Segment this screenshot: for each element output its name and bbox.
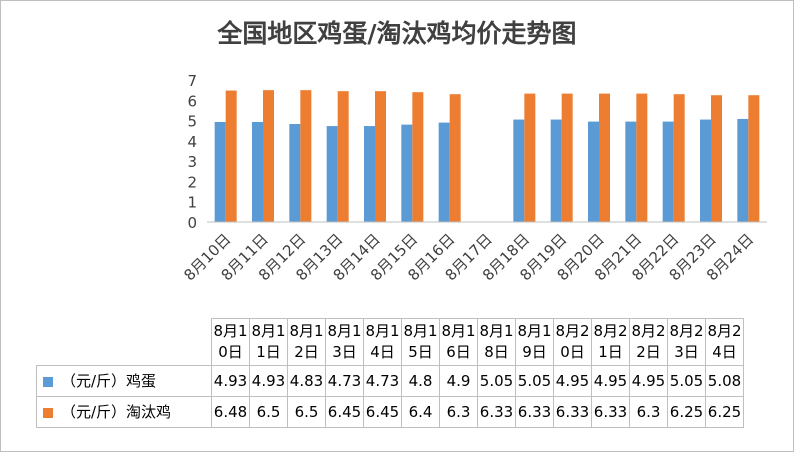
y-tick-label: 2: [187, 173, 197, 191]
bar-hen-11: [636, 93, 648, 222]
table-legend-cell: （元/斤）鸡蛋: [36, 365, 212, 397]
y-tick-label: 7: [187, 72, 197, 90]
bar-egg-13: [700, 119, 711, 222]
chart-title: 全国地区鸡蛋/淘汰鸡均价走势图: [217, 19, 577, 48]
bar-hen-8: [524, 93, 536, 222]
bar-hen-13: [711, 95, 722, 222]
y-axis-labels: 0 1 2 3 4 5 6 7: [187, 72, 197, 232]
legend-label: （元/斤）鸡蛋: [61, 372, 157, 390]
table-value-cell: 4.83: [287, 365, 326, 397]
bar-hen-2: [300, 90, 312, 223]
bar-hen-14: [748, 95, 760, 222]
table-value-cell: 4.73: [325, 365, 364, 397]
bar-hen-3: [337, 91, 349, 223]
table-header-date: 8月13日: [325, 318, 364, 366]
legend-swatch: [43, 407, 53, 418]
table-value-cell: 6.48: [211, 396, 250, 428]
table-value-cell: 6.33: [553, 396, 592, 428]
table-value-cell: 6.33: [591, 396, 630, 428]
table-value-cell: 6.5: [249, 396, 288, 428]
table-header-date: 8月20日: [553, 318, 592, 366]
bar-egg-14: [737, 118, 749, 222]
y-tick-label: 0: [187, 214, 197, 232]
y-tick-label: 1: [187, 194, 197, 212]
bar-egg-9: [550, 119, 562, 222]
table-row: （元/斤）淘汰鸡 6.48 6.5 6.5 6.45 6.45 6.4 6.3 6.33 6.33…: [36, 396, 744, 428]
table-value-cell: 5.05: [667, 365, 706, 397]
table-header-date: 8月19日: [515, 318, 554, 366]
table-value-cell: 5.08: [705, 365, 744, 397]
bar-egg-6: [438, 122, 450, 222]
table-value-cell: 6.3: [629, 396, 668, 428]
table-header-date: 8月11日: [249, 318, 288, 366]
data-table: 8月10日 8月11日 8月12日 8月13日 8月14日 8月15日 8月16日 8月18日…: [36, 318, 744, 428]
bar-egg-1: [252, 121, 263, 222]
table-value-cell: 6.3: [439, 396, 478, 428]
bar-hen-0: [225, 90, 237, 222]
y-tick-label: 6: [187, 92, 197, 110]
bar-egg-5: [401, 124, 413, 222]
table-value-cell: 5.05: [515, 365, 554, 397]
bar-egg-10: [588, 121, 599, 222]
table-value-cell: 6.33: [515, 396, 554, 428]
legend-swatch: [43, 376, 53, 387]
table-value-cell: 6.5: [287, 396, 326, 428]
y-tick-label: 4: [187, 133, 197, 151]
bar-hen-12: [673, 94, 685, 222]
bar-egg-11: [625, 121, 637, 222]
bar-hen-1: [263, 90, 274, 223]
table-value-cell: 6.25: [705, 396, 744, 428]
table-header-date: 8月24日: [705, 318, 744, 366]
table-value-cell: 4.95: [591, 365, 630, 397]
table-value-cell: 4.9: [439, 365, 478, 397]
bar-egg-2: [289, 124, 301, 222]
table-value-cell: 4.73: [363, 365, 402, 397]
table-legend-cell: （元/斤）淘汰鸡: [36, 396, 212, 428]
table-value-cell: 6.25: [667, 396, 706, 428]
bar-egg-12: [662, 121, 674, 222]
bar-egg-4: [364, 126, 375, 222]
table-corner: [36, 318, 212, 366]
table-value-cell: 4.93: [249, 365, 288, 397]
table-header-date: 8月12日: [287, 318, 326, 366]
table-value-cell: 6.45: [325, 396, 364, 428]
table-value-cell: 6.4: [401, 396, 440, 428]
bars: [214, 90, 760, 223]
x-axis-labels: 8月10日8月11日8月12日8月13日8月14日8月15日8月16日8月17日…: [180, 230, 757, 284]
table-value-cell: 4.8: [401, 365, 440, 397]
table-value-cell: 4.95: [629, 365, 668, 397]
table-header-date: 8月21日: [591, 318, 630, 366]
table-header-date: 8月18日: [477, 318, 516, 366]
bar-egg-3: [326, 126, 338, 222]
bar-hen-9: [561, 93, 573, 222]
table-header-date: 8月23日: [667, 318, 706, 366]
bar-egg-0: [214, 121, 226, 222]
table-header-date: 8月22日: [629, 318, 668, 366]
table-value-cell: 4.95: [553, 365, 592, 397]
bar-hen-10: [599, 93, 610, 222]
table-row: （元/斤）鸡蛋 4.93 4.93 4.83 4.73 4.73 4.8 4.9 5.05 5.0…: [36, 365, 744, 397]
bar-hen-5: [412, 92, 424, 223]
table-value-cell: 6.45: [363, 396, 402, 428]
legend-label: （元/斤）淘汰鸡: [61, 403, 172, 421]
table-value-cell: 4.93: [211, 365, 250, 397]
table-header-date: 8月15日: [401, 318, 440, 366]
y-tick-label: 5: [187, 113, 197, 131]
table-header-date: 8月10日: [211, 318, 250, 366]
y-tick-label: 3: [187, 153, 197, 171]
table-header-date: 8月14日: [363, 318, 402, 366]
table-value-cell: 5.05: [477, 365, 516, 397]
bar-egg-8: [513, 119, 525, 222]
table-value-cell: 6.33: [477, 396, 516, 428]
table-header-date: 8月16日: [439, 318, 478, 366]
bar-hen-6: [449, 94, 461, 222]
bar-hen-4: [375, 91, 386, 223]
